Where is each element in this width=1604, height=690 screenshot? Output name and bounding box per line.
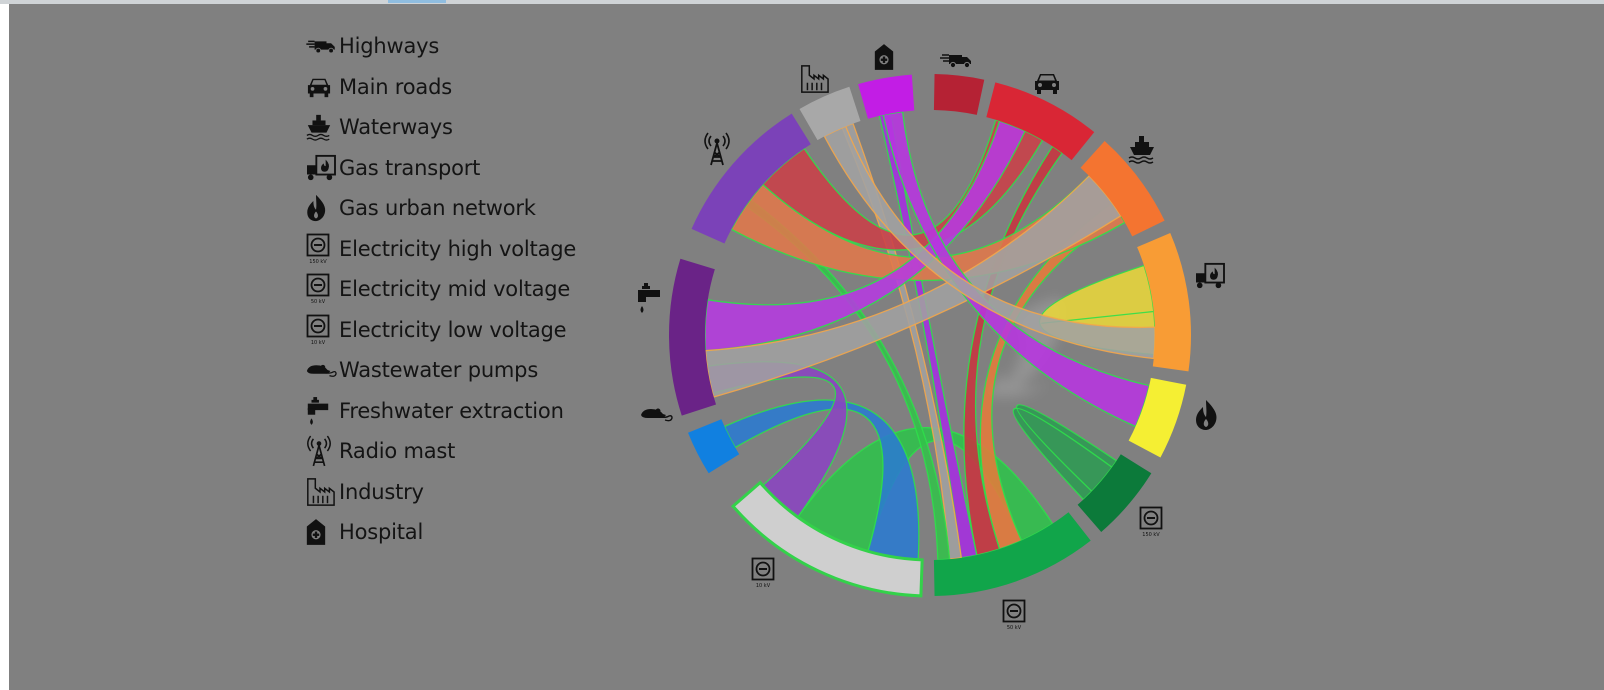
truck-icon bbox=[305, 30, 339, 62]
group-arc-industry[interactable] bbox=[799, 86, 861, 141]
top-bar-indicator bbox=[388, 0, 446, 3]
hospital-icon bbox=[305, 516, 339, 548]
legend-label: Freshwater extraction bbox=[339, 398, 564, 423]
truck-icon bbox=[939, 54, 972, 69]
ribbon-electricity-high-voltage-to-electricity-high-voltage[interactable] bbox=[1012, 404, 1118, 501]
group-arc-electricity-high-voltage[interactable] bbox=[1077, 454, 1152, 532]
legend-item-freshwater-extraction: Freshwater extraction bbox=[305, 391, 576, 432]
group-arc-electricity-mid-voltage[interactable] bbox=[933, 512, 1091, 596]
legend-item-hospital: Hospital bbox=[305, 512, 576, 553]
ribbon-gas-transport-to-industry[interactable] bbox=[823, 125, 1156, 360]
legend-label: Gas urban network bbox=[339, 196, 536, 221]
gas-truck-icon bbox=[305, 152, 339, 184]
ship-icon bbox=[305, 111, 339, 143]
legend-item-highways: Highways bbox=[305, 26, 576, 67]
group-arc-freshwater-extraction[interactable] bbox=[669, 258, 717, 416]
legend-label: Wastewater pumps bbox=[339, 358, 539, 383]
legend-item-radio-mast: Radio mast bbox=[305, 431, 576, 472]
rat-icon bbox=[640, 407, 673, 422]
socket-150kv-icon bbox=[1139, 506, 1163, 530]
group-arc-wastewater-pumps[interactable] bbox=[688, 419, 740, 474]
rat-icon bbox=[305, 354, 339, 386]
tap-icon bbox=[305, 395, 339, 427]
window-top-bar bbox=[0, 0, 1604, 4]
legend-item-gas-transport: Gas transport bbox=[305, 148, 576, 189]
socket-voltage-label: 10 kV bbox=[311, 340, 326, 346]
car-icon bbox=[1035, 74, 1059, 94]
gas-truck-icon bbox=[1195, 262, 1225, 290]
legend-label: Industry bbox=[339, 479, 424, 504]
group-arc-highways[interactable] bbox=[933, 74, 985, 115]
ribbon-electricity-mid-voltage-to-main-roads[interactable] bbox=[963, 145, 1064, 556]
group-arc-gas-urban-network[interactable] bbox=[1128, 377, 1187, 458]
group-arc-gas-transport[interactable] bbox=[1137, 233, 1191, 372]
socket-voltage-label: 50 kV bbox=[311, 299, 326, 305]
socket-10kv-icon bbox=[751, 557, 775, 581]
radio-mast-icon bbox=[704, 132, 730, 166]
tap-icon bbox=[638, 283, 660, 313]
legend-item-gas-urban-network: Gas urban network bbox=[305, 188, 576, 229]
car-icon bbox=[305, 71, 339, 103]
legend-item-electricity-mid-voltage: 50 kV Electricity mid voltage bbox=[305, 269, 576, 310]
factory-icon bbox=[305, 476, 339, 508]
legend-item-main-roads: Main roads bbox=[305, 67, 576, 108]
socket-voltage-label: 150 kV bbox=[1142, 532, 1160, 538]
legend-label: Main roads bbox=[339, 74, 452, 99]
socket-150kv-icon: 150 kV bbox=[305, 233, 339, 265]
legend-item-wastewater-pumps: Wastewater pumps bbox=[305, 350, 576, 391]
diagram-canvas: 150 kV 50 kV 10 kV Highways Main roads Wat… bbox=[9, 4, 1604, 690]
group-arc-waterways[interactable] bbox=[1080, 141, 1165, 237]
chord-ribbons bbox=[704, 110, 1156, 561]
factory-icon bbox=[801, 65, 829, 93]
chord-group-icons: 150 kV 50 kV 10 kV bbox=[638, 44, 1225, 631]
legend-label: Electricity mid voltage bbox=[339, 277, 571, 302]
legend-item-waterways: Waterways bbox=[305, 107, 576, 148]
legend-item-electricity-low-voltage: 10 kV Electricity low voltage bbox=[305, 310, 576, 351]
socket-voltage-label: 50 kV bbox=[1007, 625, 1022, 631]
ship-icon bbox=[1128, 135, 1155, 164]
legend-label: Gas transport bbox=[339, 155, 481, 180]
socket-50kv-icon: 50 kV bbox=[305, 273, 339, 305]
legend-item-electricity-high-voltage: 150 kV Electricity high voltage bbox=[305, 229, 576, 270]
legend-label: Hospital bbox=[339, 520, 424, 545]
hospital-icon bbox=[874, 44, 894, 70]
legend-label: Radio mast bbox=[339, 439, 456, 464]
socket-50kv-icon bbox=[1002, 599, 1026, 623]
radio-mast-icon bbox=[305, 435, 339, 467]
group-arc-radio-mast[interactable] bbox=[691, 113, 811, 244]
socket-10kv-icon: 10 kV bbox=[305, 314, 339, 346]
flame-icon bbox=[1196, 400, 1217, 430]
group-arc-hospital[interactable] bbox=[858, 74, 915, 119]
socket-voltage-label: 150 kV bbox=[309, 259, 327, 265]
legend: Highways Main roads Waterways Gas transp… bbox=[305, 26, 576, 553]
legend-label: Electricity low voltage bbox=[339, 317, 567, 342]
legend-label: Waterways bbox=[339, 115, 453, 140]
chord-group-arcs bbox=[669, 74, 1191, 598]
legend-label: Electricity high voltage bbox=[339, 236, 577, 261]
flame-icon bbox=[305, 192, 339, 224]
chord-diagram: 150 kV 50 kV 10 kV bbox=[638, 44, 1225, 631]
legend-label: Highways bbox=[339, 34, 440, 59]
socket-voltage-label: 10 kV bbox=[756, 583, 771, 589]
ribbon-freshwater-extraction-to-main-roads[interactable] bbox=[704, 120, 1026, 352]
legend-item-industry: Industry bbox=[305, 472, 576, 513]
group-arc-main-roads[interactable] bbox=[986, 82, 1095, 161]
group-arc-electricity-low-voltage[interactable] bbox=[730, 480, 924, 598]
